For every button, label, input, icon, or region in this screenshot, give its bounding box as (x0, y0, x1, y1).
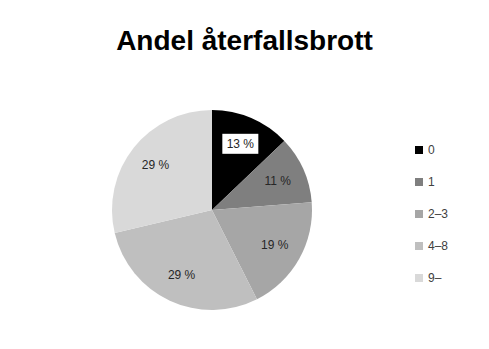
svg-text:11 %: 11 % (265, 174, 292, 188)
html-text:9–: 9– (428, 271, 442, 285)
svg-text:19 %: 19 % (261, 238, 289, 252)
html-text:Andel återfallsbrott: Andel återfallsbrott (116, 25, 373, 56)
svg-text:29 %: 29 % (168, 268, 196, 282)
html-text:2–3: 2–3 (428, 207, 448, 221)
html-text:0: 0 (428, 143, 435, 157)
html-text:1: 1 (428, 175, 435, 189)
html-text:4–8: 4–8 (428, 239, 448, 253)
svg-text:29 %: 29 % (142, 158, 170, 172)
svg-text:13 %: 13 % (227, 137, 255, 151)
